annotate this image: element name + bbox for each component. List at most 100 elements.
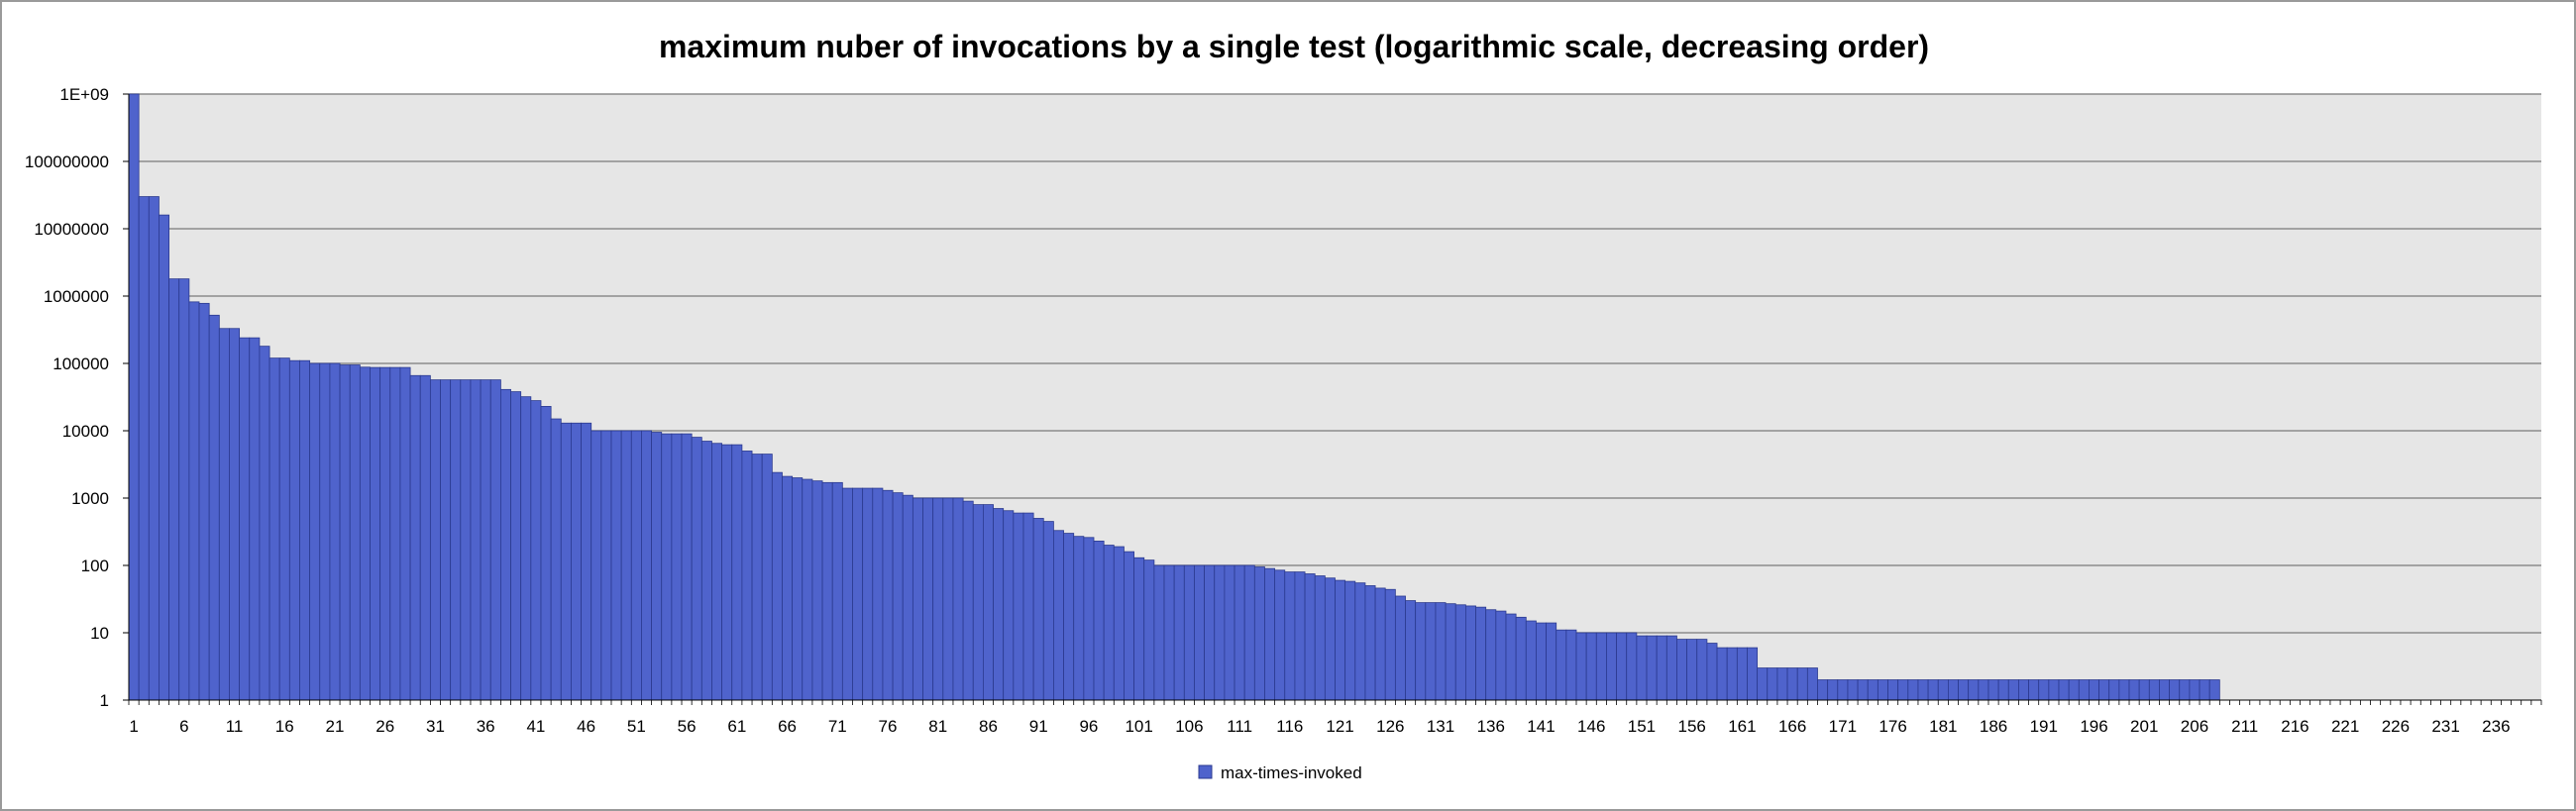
bar (1124, 551, 1134, 701)
bar (399, 366, 411, 701)
x-tick-label: 61 (727, 717, 746, 736)
y-tick-label: 1000 (71, 489, 109, 508)
bar (1454, 604, 1466, 701)
x-tick-label: 141 (1527, 717, 1555, 736)
bar (571, 422, 582, 701)
bar (1857, 679, 1869, 701)
bar (2078, 679, 2090, 701)
bar (1897, 679, 1909, 701)
bar (268, 357, 280, 701)
bar (1475, 606, 1487, 701)
bar (922, 497, 934, 701)
x-tick-label: 86 (979, 717, 998, 736)
x-tick-label: 36 (477, 717, 495, 736)
bar (128, 93, 140, 701)
bar (2208, 679, 2220, 701)
legend-label: max-times-invoked (1221, 763, 1362, 782)
x-tick-label: 66 (778, 717, 797, 736)
bar (731, 444, 743, 701)
bar (1214, 564, 1226, 701)
bar (1485, 609, 1497, 701)
bar (1204, 564, 1216, 701)
y-tick-label: 10000000 (34, 220, 109, 239)
x-tick-label: 191 (2030, 717, 2058, 736)
bar (1747, 647, 1759, 701)
bar (802, 478, 813, 701)
bar (1495, 610, 1507, 701)
bar (1515, 616, 1527, 701)
bar (2098, 679, 2110, 701)
bar (610, 430, 622, 701)
bar (1595, 632, 1607, 701)
x-tick-label: 11 (226, 717, 244, 736)
bar (641, 430, 652, 701)
bar (1546, 622, 1557, 701)
bar (460, 379, 472, 701)
bar (1022, 512, 1034, 701)
bar (1616, 632, 1628, 701)
x-tick-label: 31 (426, 717, 445, 736)
bar (1736, 647, 1748, 701)
bar (419, 374, 431, 701)
bar (1354, 582, 1366, 701)
bar (1304, 573, 1316, 701)
bar (1415, 602, 1427, 701)
bar (1958, 679, 1970, 701)
bar (499, 388, 511, 701)
bar (932, 497, 944, 701)
legend-swatch (1198, 764, 1213, 779)
bar (1465, 605, 1476, 701)
x-tick-label: 121 (1326, 717, 1353, 736)
x-tick-label: 226 (2382, 717, 2410, 736)
bar (2058, 679, 2070, 701)
x-tick-label: 151 (1628, 717, 1656, 736)
bar (2038, 679, 2050, 701)
x-tick-label: 101 (1125, 717, 1152, 736)
bar (1606, 632, 1617, 701)
bar (168, 278, 180, 701)
bar (359, 366, 371, 701)
x-tick-label: 131 (1427, 717, 1454, 736)
bar (1776, 667, 1788, 701)
bar (600, 430, 612, 701)
bar (1264, 567, 1276, 701)
bar (2089, 679, 2099, 701)
bar (1948, 679, 1959, 701)
bar (1103, 545, 1115, 701)
bar (2148, 679, 2160, 701)
x-tick-label: 41 (526, 717, 545, 736)
bar (1032, 518, 1044, 701)
bar (1113, 546, 1125, 701)
bar (2199, 679, 2210, 701)
legend: max-times-invoked (1198, 763, 1362, 782)
bar (1656, 635, 1667, 701)
bar (1013, 512, 1024, 701)
bar (852, 487, 864, 701)
y-tick-label: 1 (100, 691, 109, 710)
bar (771, 471, 783, 701)
bar (2118, 679, 2130, 701)
bar (1243, 564, 1255, 701)
x-tick-label: 211 (2231, 717, 2258, 736)
bar (1646, 635, 1658, 701)
bar (450, 379, 462, 701)
bar (1294, 571, 1306, 701)
bar (229, 328, 241, 701)
bar (882, 489, 894, 701)
bar (1435, 602, 1447, 701)
x-tick-label: 16 (275, 717, 294, 736)
bar (1565, 629, 1577, 701)
bar (782, 475, 794, 701)
bar (1968, 679, 1980, 701)
bar (721, 444, 733, 701)
bar (872, 487, 884, 701)
bar (1394, 595, 1406, 701)
bar (1344, 580, 1356, 701)
bar (1585, 632, 1597, 701)
bar (1676, 639, 1688, 701)
x-tick-label: 51 (627, 717, 646, 736)
y-tick-label: 1E+09 (59, 85, 109, 104)
x-tick-label: 91 (1029, 717, 1048, 736)
bar (218, 328, 230, 701)
